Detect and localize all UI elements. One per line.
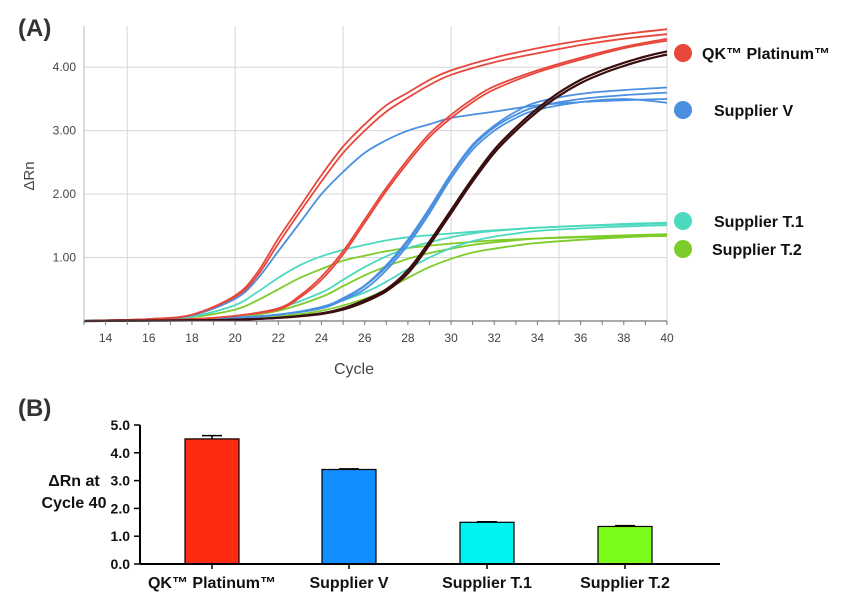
- panel-a-label: (A): [18, 15, 51, 42]
- bar-chart: ΔRn at Cycle 40 0.0 1.0 2.0 3.0 4.0 5.0 QK™ Pl…: [42, 417, 720, 592]
- x-tick-label: 34: [531, 331, 545, 345]
- line-curves: [83, 28, 668, 323]
- x-tick-label: 30: [444, 331, 458, 345]
- x-tick-label: 26: [358, 331, 372, 345]
- bar-category-label: Supplier T.1: [442, 575, 532, 592]
- bar-y-axis-label-line-2: Cycle 40: [42, 495, 107, 512]
- curve-dark: [83, 53, 668, 323]
- bar-y-tick-label: 2.0: [111, 500, 131, 516]
- legend-dot: [674, 44, 692, 62]
- x-tick-label: 28: [401, 331, 415, 345]
- panel-b-label: (B): [18, 395, 51, 422]
- x-tick-label: 18: [185, 331, 199, 345]
- bar-y-axis-label-line-1: ΔRn at: [48, 473, 100, 490]
- bar-y-tick-label: 5.0: [111, 417, 131, 433]
- line-y-axis-label: ΔRn: [21, 161, 38, 190]
- bar-axes: 0.0 1.0 2.0 3.0 4.0 5.0 QK™ Platinum™ Supplier …: [111, 417, 720, 592]
- bar-category-label: Supplier V: [309, 575, 388, 592]
- bar-series: [184, 434, 653, 565]
- curve-qk-platinum: [83, 39, 668, 322]
- x-tick-label: 22: [272, 331, 286, 345]
- line-grid: [84, 26, 668, 321]
- x-tick-label: 14: [99, 331, 113, 345]
- bar-y-tick-label: 4.0: [111, 445, 131, 461]
- x-tick-label: 40: [660, 331, 674, 345]
- x-tick-label: 24: [315, 331, 329, 345]
- curve-supplier-v: [83, 86, 668, 322]
- line-x-axis-label: Cycle: [334, 361, 374, 378]
- bar: [597, 525, 653, 565]
- y-tick-label: 3.00: [53, 124, 77, 138]
- legend-label: QK™ Platinum™: [702, 46, 830, 63]
- x-tick-label: 16: [142, 331, 156, 345]
- legend-label: Supplier T.2: [712, 242, 802, 259]
- x-tick-label: 38: [617, 331, 631, 345]
- line-plot-area: [84, 26, 667, 321]
- y-tick-label: 2.00: [53, 187, 77, 201]
- x-tick-label: 32: [488, 331, 502, 345]
- bar: [321, 468, 377, 565]
- x-tick-label: 36: [574, 331, 588, 345]
- y-tick-label: 1.00: [53, 251, 77, 265]
- line-axes: 1.00 2.00 3.00 4.00 14 16 18 20 22 24 26 28 30 32 34 36…: [53, 26, 674, 345]
- legend-label: Supplier T.1: [714, 214, 804, 231]
- legend-dot: [674, 101, 692, 119]
- bar-y-tick-label: 3.0: [111, 473, 131, 489]
- curve-qk-platinum: [83, 33, 668, 322]
- legend-dot: [674, 212, 692, 230]
- bar-y-tick-label: 1.0: [111, 528, 131, 544]
- y-tick-label: 4.00: [53, 60, 77, 74]
- legend-dot: [674, 240, 692, 258]
- legend: QK™ Platinum™ Supplier V Supplier T.1 Suppl…: [674, 44, 830, 259]
- legend-label: Supplier V: [714, 103, 793, 120]
- bar-y-tick-label: 0.0: [111, 556, 131, 572]
- bar: [184, 438, 240, 565]
- x-tick-label: 20: [228, 331, 242, 345]
- bar-category-label: QK™ Platinum™: [148, 575, 276, 592]
- line-chart: 1.00 2.00 3.00 4.00 14 16 18 20 22 24 26 28 30 32 34 36…: [21, 26, 830, 378]
- bar: [459, 521, 515, 565]
- bar-category-label: Supplier T.2: [580, 575, 670, 592]
